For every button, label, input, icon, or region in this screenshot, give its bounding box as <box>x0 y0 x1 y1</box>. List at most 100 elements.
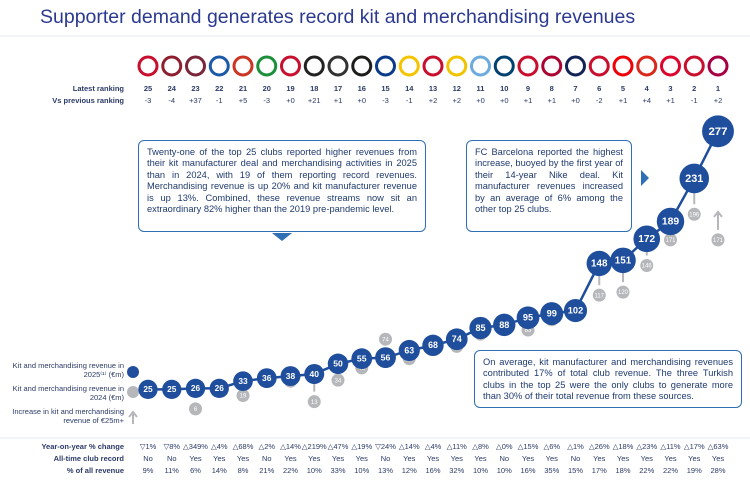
yoy-change: △1% <box>567 442 584 451</box>
dot-2024 <box>687 207 701 221</box>
annotation: On average, kit manufacturer and merchan… <box>474 350 742 408</box>
club-record: Yes <box>189 454 201 463</box>
club-record: Yes <box>308 454 320 463</box>
club-logo <box>470 55 491 77</box>
share: 22% <box>663 466 678 475</box>
ranking: 16 <box>358 84 366 93</box>
dot-2025 <box>327 353 349 375</box>
share: 28% <box>710 466 725 475</box>
dot-2024-label: 196 <box>689 212 700 218</box>
share: 18% <box>615 466 630 475</box>
dot-2025-label: 26 <box>215 383 225 393</box>
dot-2025-label: 56 <box>381 352 391 362</box>
club-logo <box>446 55 468 77</box>
ranking: 12 <box>453 84 461 93</box>
ranking: 15 <box>381 84 389 93</box>
dot-2025-label: 40 <box>310 369 320 379</box>
club-logo <box>565 55 586 77</box>
dot-2025-label: 38 <box>286 371 296 381</box>
dot-2025-label: 74 <box>452 334 462 344</box>
club-logo <box>208 55 230 77</box>
ranking: 9 <box>526 84 530 93</box>
yoy-change: △14% <box>280 442 301 451</box>
share: 8% <box>238 466 249 475</box>
vs-previous: +5 <box>239 96 248 105</box>
vs-previous: +37 <box>189 96 202 105</box>
dot-2024-label: 171 <box>665 238 676 244</box>
share: 16% <box>425 466 440 475</box>
yoy-change: ▽8% <box>163 442 180 451</box>
dot-2025 <box>445 328 468 351</box>
vs-previous: +0 <box>357 96 366 105</box>
yoy-change: △17% <box>684 442 705 451</box>
dot-2025 <box>516 306 540 330</box>
dot-2024-label: 83 <box>525 328 532 334</box>
vs-previous: -3 <box>145 96 152 105</box>
ranking: 8 <box>550 84 554 93</box>
yoy-change: △23% <box>636 442 657 451</box>
ranking: 13 <box>429 84 437 93</box>
ranking: 20 <box>263 84 271 93</box>
vs-previous: +2 <box>429 96 438 105</box>
ranking: 1 <box>716 84 720 93</box>
row-label: Vs previous ranking <box>52 96 124 105</box>
club-record: No <box>381 454 391 463</box>
club-record: Yes <box>474 454 486 463</box>
yoy-change: △219% <box>302 442 327 451</box>
dot-2025-label: 102 <box>568 305 583 315</box>
club-logo <box>161 55 183 77</box>
club-record: Yes <box>712 454 724 463</box>
club-logo <box>660 55 681 77</box>
dot-2024-label: 34 <box>335 378 342 384</box>
dot-2025-label: 63 <box>404 345 414 355</box>
share: 22% <box>639 466 654 475</box>
club-record: No <box>143 454 153 463</box>
dot-2025 <box>138 379 158 400</box>
dot-2025 <box>702 115 734 148</box>
ranking: 6 <box>597 84 601 93</box>
vs-previous: +1 <box>524 96 533 105</box>
club-logo <box>588 55 610 77</box>
club-logo <box>280 55 301 77</box>
dot-2025-label: 33 <box>238 376 248 386</box>
share: 22% <box>283 466 298 475</box>
dot-2025-label: 50 <box>333 359 343 369</box>
dot-2025-label: 172 <box>638 234 655 245</box>
dot-2025 <box>422 334 444 357</box>
dot-2025 <box>540 302 564 326</box>
share: 14% <box>212 466 227 475</box>
yoy-change: △11% <box>447 442 468 451</box>
vs-previous: -3 <box>263 96 270 105</box>
yoy-change: △15% <box>518 442 539 451</box>
vs-previous: +2 <box>714 96 723 105</box>
club-logo <box>541 55 563 77</box>
legend-label: Kit and merchandising revenue in 2025⁽¹⁾… <box>12 361 124 379</box>
dot-2025 <box>209 378 229 399</box>
club-record: Yes <box>427 454 439 463</box>
yoy-change: ▽1% <box>140 442 157 451</box>
vs-previous: +1 <box>547 96 556 105</box>
dot-2024 <box>189 402 202 416</box>
dot-2025-label: 85 <box>475 323 485 333</box>
share: 11% <box>165 466 180 475</box>
dot-2024-label: 19 <box>240 394 247 400</box>
dot-2025 <box>233 371 253 392</box>
dot-2025-label: 25 <box>167 384 177 394</box>
yoy-change: △8% <box>472 442 489 451</box>
dot-2025 <box>656 207 685 236</box>
vs-previous: -1 <box>406 96 413 105</box>
share: 6% <box>190 466 201 475</box>
yoy-change: △11% <box>660 442 681 451</box>
dot-2024-label: 120 <box>618 290 629 296</box>
legend-label: Increase in kit and merchandising revenu… <box>12 407 124 425</box>
dot-2025 <box>185 378 206 399</box>
dot-2025-label: 189 <box>662 217 680 228</box>
vs-previous: +0 <box>500 96 509 105</box>
yoy-change: △63% <box>708 442 729 451</box>
vs-previous: +1 <box>334 96 343 105</box>
increase-arrow <box>713 210 723 230</box>
box-pointer <box>272 233 292 241</box>
ranking: 4 <box>645 84 650 93</box>
club-record: Yes <box>593 454 605 463</box>
